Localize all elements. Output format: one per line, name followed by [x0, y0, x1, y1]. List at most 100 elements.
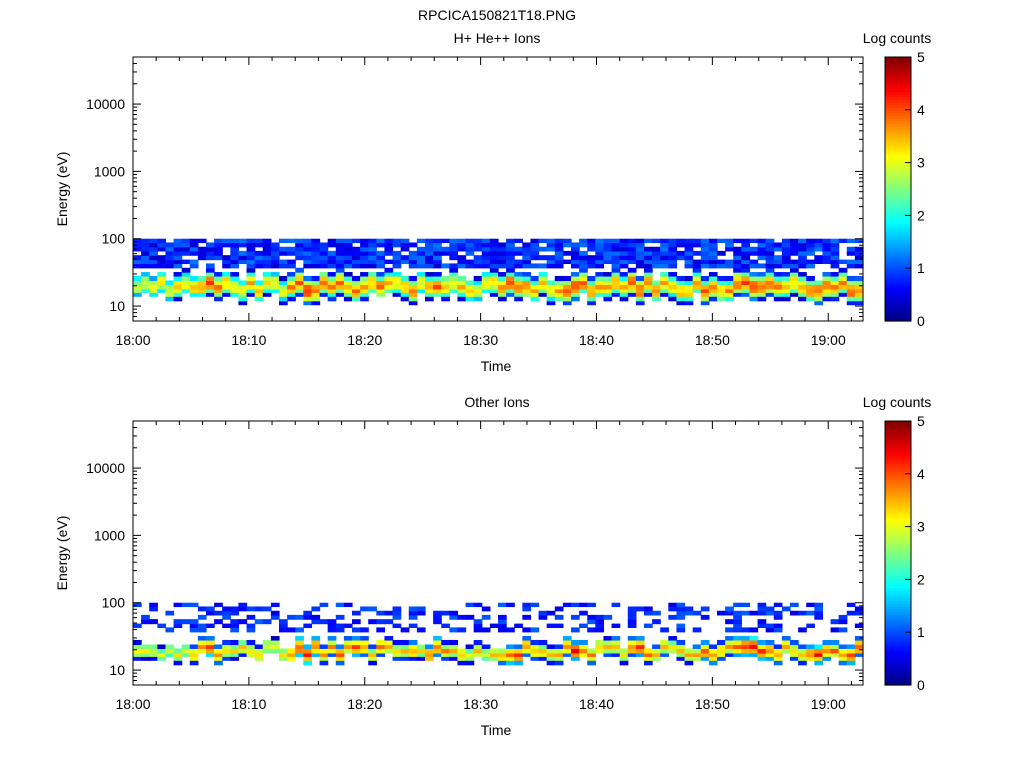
spectrogram-cell: [587, 300, 596, 306]
spectrogram-cell: [157, 259, 167, 265]
spectrogram-cell: [376, 284, 386, 290]
spectrogram-cell: [498, 292, 507, 297]
spectrogram-cell: [489, 280, 499, 285]
spectrogram-cell: [571, 288, 580, 293]
spectrogram-cell: [425, 263, 434, 269]
spectrogram-cell: [773, 284, 783, 290]
spectrogram-cell: [733, 652, 742, 657]
spectrogram-cell: [830, 639, 840, 646]
colorbar-swatch: [885, 133, 911, 137]
spectrogram-cell: [806, 296, 815, 302]
y-axis-label: Energy (eV): [54, 516, 70, 591]
spectrogram-cell: [725, 275, 734, 282]
spectrogram-cell: [279, 296, 288, 302]
spectrogram-cell: [246, 280, 256, 285]
spectrogram-cell: [165, 263, 175, 269]
spectrogram-cell: [214, 246, 223, 252]
spectrogram-cell: [838, 656, 848, 661]
spectrogram-cell: [441, 275, 450, 282]
spectrogram-cell: [546, 660, 556, 666]
spectrogram-cell: [733, 292, 742, 297]
spectrogram-cell: [368, 656, 377, 661]
spectrogram-cell: [254, 259, 264, 265]
spectrogram-cell: [230, 644, 240, 649]
spectrogram-cell: [757, 250, 767, 256]
spectrogram-cell: [311, 280, 321, 285]
spectrogram-cell: [644, 255, 653, 261]
spectrogram-cell: [279, 263, 288, 269]
colorbar-swatch: [885, 621, 911, 625]
spectrogram-cell: [133, 238, 142, 244]
spectrogram-cell: [595, 614, 605, 620]
spectrogram-cell: [506, 250, 515, 256]
colorbar-swatch: [885, 523, 911, 528]
spectrogram-cell: [595, 238, 605, 244]
spectrogram-cell: [238, 602, 248, 608]
spectrogram-cell: [603, 614, 613, 620]
spectrogram-cell: [595, 644, 605, 649]
spectrogram-cell: [214, 644, 223, 649]
spectrogram-cell: [562, 280, 572, 285]
spectrogram-cell: [214, 619, 223, 625]
spectrogram-cell: [733, 627, 742, 633]
spectrogram-cell: [157, 284, 167, 290]
spectrogram-cell: [181, 250, 191, 256]
spectrogram-cell: [684, 648, 694, 654]
spectrogram-cell: [408, 275, 418, 282]
spectrogram-cell: [700, 284, 710, 290]
spectrogram-cell: [514, 648, 523, 654]
spectrogram-cell: [644, 246, 653, 252]
spectrogram-cell: [473, 284, 483, 290]
spectrogram-cell: [838, 648, 848, 654]
spectrogram-cell: [473, 263, 483, 269]
spectrogram-cell: [416, 644, 426, 649]
spectrogram-cell: [368, 238, 377, 244]
spectrogram-cell: [133, 246, 142, 252]
colorbar-swatch: [885, 210, 911, 214]
spectrogram-cell: [481, 255, 491, 261]
spectrogram-cell: [149, 263, 158, 269]
spectrogram-cell: [603, 250, 613, 256]
spectrogram-cell: [757, 639, 767, 646]
spectrogram-cell: [425, 259, 434, 265]
spectrogram-cell: [798, 259, 807, 265]
spectrogram-cell: [603, 636, 613, 641]
spectrogram-cell: [149, 246, 158, 252]
spectrogram-cell: [660, 284, 669, 290]
spectrogram-cell: [822, 648, 832, 654]
spectrogram-cell: [498, 250, 507, 256]
spectrogram-cell: [335, 602, 345, 608]
spectrogram-cell: [335, 284, 345, 290]
spectrogram-cell: [595, 623, 605, 629]
spectrogram-cell: [603, 652, 613, 657]
spectrogram-cell: [173, 296, 183, 302]
spectrogram-cell: [270, 259, 280, 265]
spectrogram-cell: [279, 288, 288, 293]
spectrogram-cell: [781, 259, 791, 265]
spectrogram-cell: [206, 263, 215, 269]
spectrogram-cell: [173, 280, 183, 285]
spectrogram-cell: [798, 288, 807, 293]
spectrogram-cell: [319, 284, 329, 290]
spectrogram-cell: [595, 280, 605, 285]
spectrogram-cell: [506, 272, 515, 277]
spectrogram-cell: [733, 614, 742, 620]
spectrogram-cell: [335, 259, 345, 265]
spectrogram-cell: [708, 644, 718, 649]
spectrogram-cell: [457, 614, 467, 620]
spectrogram-cell: [773, 644, 783, 649]
spectrogram-cell: [571, 644, 580, 649]
spectrogram-cell: [173, 255, 183, 261]
spectrogram-cell: [773, 255, 783, 261]
spectrogram-cell: [668, 639, 678, 646]
spectrogram-cell: [676, 284, 686, 290]
spectrogram-cell: [392, 610, 402, 616]
spectrogram-cell: [627, 238, 637, 244]
colorbar-swatch: [885, 450, 911, 454]
colorbar-swatch: [885, 605, 911, 610]
spectrogram-cell: [141, 614, 150, 620]
spectrogram-cell: [644, 275, 653, 282]
spectrogram-cell: [773, 623, 783, 629]
colorbar-tick-label: 3: [917, 519, 925, 535]
spectrogram-cell: [741, 284, 751, 290]
